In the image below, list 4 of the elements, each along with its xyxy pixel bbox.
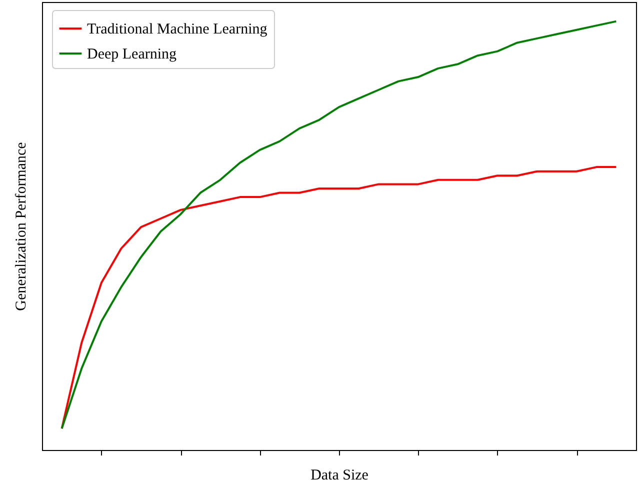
x-axis-title: Data Size (310, 468, 369, 484)
legend-label: Deep Learning (87, 46, 178, 62)
legend-label: Traditional Machine Learning (87, 22, 268, 38)
y-axis-title: Generalization Performance (14, 142, 30, 311)
